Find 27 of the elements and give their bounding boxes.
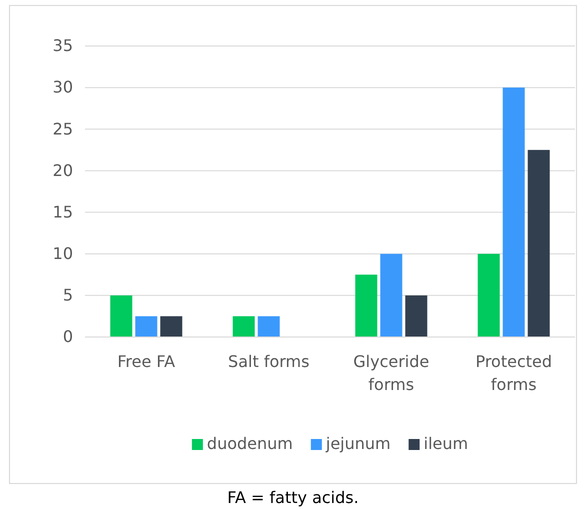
bar — [135, 316, 158, 337]
y-tick-label: 20 — [52, 160, 73, 180]
y-tick-label: 35 — [52, 36, 73, 56]
x-tick-label: Free FA — [117, 352, 176, 371]
bar — [502, 88, 525, 337]
x-tick-label: Glyceride forms — [353, 352, 430, 394]
bar — [110, 295, 132, 337]
legend-label: jejunum — [324, 434, 391, 453]
y-tick-label: 15 — [52, 202, 73, 222]
x-tick-label: Salt forms — [228, 352, 310, 371]
legend-label: duodenum — [206, 434, 293, 453]
bar — [160, 316, 182, 337]
y-tick-label: 30 — [52, 78, 73, 97]
bar — [405, 295, 428, 337]
y-tick-label: 5 — [62, 286, 73, 305]
text: FA = fatty acids. — [227, 488, 359, 507]
bar — [232, 316, 255, 337]
y-tick-label: 25 — [52, 119, 73, 138]
bar — [528, 150, 550, 337]
legend-label: ileum — [424, 434, 468, 453]
x-tick-label: Protected forms — [475, 352, 552, 394]
bar — [355, 274, 378, 337]
y-tick-label: 0 — [62, 327, 73, 346]
y-tick-label: 10 — [52, 244, 73, 263]
bar — [478, 254, 500, 337]
bar — [380, 254, 402, 337]
bar — [258, 316, 280, 337]
